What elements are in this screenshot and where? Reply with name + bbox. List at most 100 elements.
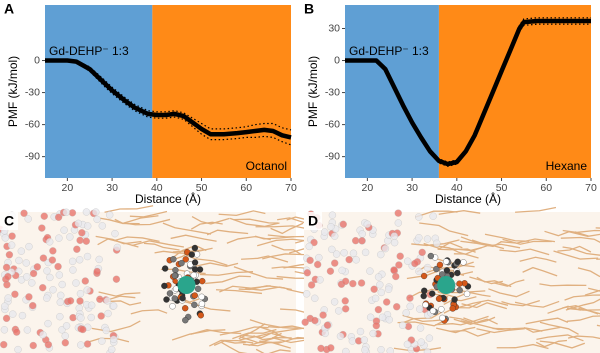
lipid-chain — [488, 288, 530, 298]
y-tick-label: 30 — [328, 22, 340, 34]
lipid-chain — [453, 318, 498, 325]
annotation: Gd-DEHP⁻ 1:3 — [49, 44, 129, 58]
ligand-atom — [169, 303, 176, 310]
panel-label-bg — [304, 212, 322, 230]
water-atom — [370, 285, 378, 293]
lipid-chain — [557, 245, 592, 253]
water-atom — [24, 215, 32, 223]
panel-label: A — [4, 1, 14, 17]
water-atom — [341, 277, 350, 285]
ligand-atom — [456, 280, 463, 287]
region-label: Hexane — [546, 159, 588, 173]
water-atom — [96, 295, 104, 303]
water-atom — [371, 294, 380, 303]
lipid-chain — [205, 275, 251, 285]
lipid-chain — [553, 250, 599, 260]
lipid-chain — [249, 319, 299, 330]
water-atom — [2, 263, 11, 272]
lipid-chain — [562, 246, 600, 256]
water-atom — [49, 247, 57, 255]
panel-label: D — [308, 213, 318, 229]
lipid-chain — [437, 290, 486, 299]
water-atom — [83, 286, 91, 294]
water-atom — [348, 337, 357, 345]
lipid-chain — [443, 301, 482, 314]
ligand-atom — [163, 296, 170, 303]
y-tick-label: -30 — [325, 86, 340, 98]
water-atom — [39, 331, 47, 339]
water-atom — [2, 314, 11, 322]
ligand-atom — [460, 259, 467, 266]
lipid-chain — [574, 231, 600, 237]
x-tick-label: 30 — [406, 182, 418, 194]
lipid-chain — [539, 321, 579, 335]
water-atom — [392, 272, 400, 281]
water-atom — [62, 322, 71, 330]
water-atom — [29, 302, 37, 310]
water-atom — [9, 310, 17, 318]
lipid-chain — [258, 326, 309, 333]
lipid-chain — [539, 283, 587, 287]
lipid-chain — [499, 248, 550, 256]
lipid-chain — [539, 340, 586, 349]
y-tick-label: -30 — [25, 86, 40, 98]
water-atom — [61, 339, 69, 347]
ligand-atom — [449, 305, 456, 312]
water-atom — [62, 208, 70, 216]
water-atom — [319, 311, 327, 319]
y-tick-label: -90 — [325, 150, 340, 162]
y-tick-label: 0 — [334, 54, 340, 66]
water-atom — [360, 336, 368, 344]
lipid-chain — [577, 267, 600, 278]
lipid-chain — [98, 291, 141, 297]
water-atom — [4, 294, 12, 302]
snapshot: C — [0, 205, 337, 353]
water-atom — [321, 228, 329, 236]
x-tick-label: 20 — [362, 182, 374, 194]
lipid-chain — [170, 234, 217, 242]
water-atom — [342, 347, 350, 353]
water-atom — [95, 255, 103, 264]
water-atom — [352, 237, 360, 245]
water-atom — [82, 237, 90, 245]
water-atom — [377, 288, 385, 297]
water-atom — [69, 266, 77, 274]
water-atom — [339, 220, 347, 228]
lipid-chain — [220, 341, 248, 353]
water-atom — [8, 232, 16, 240]
lipid-chain — [588, 287, 600, 292]
ligand-atom — [429, 307, 437, 314]
ligand-atom — [178, 259, 185, 267]
water-atom — [363, 220, 371, 228]
x-axis-label: Distance (Å) — [435, 191, 501, 206]
panel-label-bg — [0, 212, 18, 230]
water-atom — [327, 344, 335, 352]
water-atom — [28, 279, 36, 287]
lipid-chain — [268, 325, 307, 330]
water-atom — [372, 321, 380, 330]
water-atom — [416, 324, 425, 332]
water-atom — [376, 281, 384, 289]
water-atom — [66, 297, 75, 305]
water-atom — [383, 298, 391, 306]
water-atom — [68, 257, 77, 266]
water-atom — [0, 340, 8, 349]
water-atom — [98, 222, 106, 230]
ligand-atom — [161, 265, 169, 272]
gd-ion — [177, 276, 196, 294]
water-atom — [331, 259, 339, 267]
y-axis-label: PMF (kJ/mol) — [306, 56, 320, 127]
lipid-chain — [415, 210, 458, 218]
lipid-chain — [229, 217, 280, 228]
water-atom — [381, 244, 390, 253]
lipid-chain — [525, 317, 569, 325]
water-atom — [74, 219, 83, 228]
water-atom — [332, 250, 341, 258]
lipid-chain — [500, 238, 556, 244]
water-atom — [79, 325, 87, 334]
y-tick-label: -90 — [25, 150, 40, 162]
ligand-atom — [166, 290, 174, 297]
snapshot: D — [301, 206, 600, 353]
y-axis-label: PMF (kJ/mol) — [6, 56, 20, 127]
lipid-chain — [476, 328, 525, 334]
